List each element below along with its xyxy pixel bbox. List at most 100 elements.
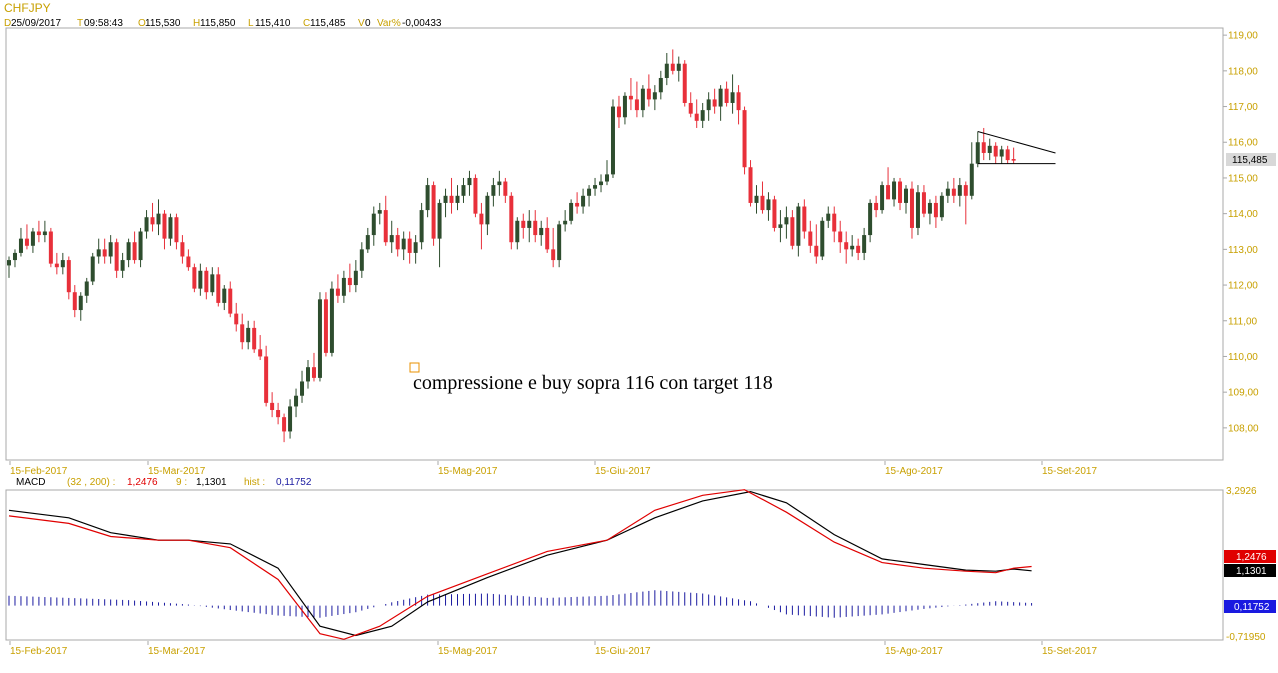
date-axis-bottom: 15-Feb-2017 15-Mar-2017 15-Mag-2017 15-Giu-… <box>9 641 1097 657</box>
candle-body <box>880 185 885 211</box>
candle-body <box>371 213 376 236</box>
candle <box>599 174 604 193</box>
candle-body <box>987 145 992 153</box>
candle-body <box>96 249 101 257</box>
candle-body <box>323 299 328 353</box>
candle-body <box>539 227 544 236</box>
candle-body <box>419 210 424 243</box>
candle-body <box>874 202 879 211</box>
signal-legend-label: 9 : <box>176 477 187 488</box>
candle-body <box>341 277 346 296</box>
candle <box>814 224 819 264</box>
candle-body <box>389 235 394 243</box>
candle <box>180 235 185 264</box>
candle <box>84 277 89 303</box>
candle <box>102 238 107 264</box>
candle-body <box>521 220 526 228</box>
candle <box>730 74 735 114</box>
candle <box>700 102 705 128</box>
candle-body <box>742 110 747 168</box>
candle <box>174 213 179 250</box>
info-key-1: T <box>77 18 83 29</box>
candle <box>927 199 932 225</box>
candle <box>240 313 245 350</box>
candle-body <box>646 88 651 100</box>
candle <box>413 235 418 264</box>
candle <box>844 231 849 264</box>
candle-body <box>467 177 472 186</box>
info-value-1: 09:58:43 <box>84 18 123 29</box>
candle-body <box>276 410 281 418</box>
candle <box>640 85 645 118</box>
candle <box>7 256 11 278</box>
candle <box>712 88 717 114</box>
price-tick-label: 109,00 <box>1228 388 1259 399</box>
date-tick-label: 15-Giu-2017 <box>595 466 651 477</box>
candle-body <box>557 224 562 261</box>
candle <box>1005 145 1010 164</box>
candle <box>778 210 783 243</box>
candle <box>276 402 281 425</box>
candle-body <box>700 110 705 121</box>
signal-legend-value: 1,1301 <box>196 477 227 488</box>
candle-body <box>1011 159 1016 161</box>
price-tick-label: 116,00 <box>1228 138 1258 149</box>
candle <box>323 292 328 357</box>
candle-body <box>264 356 269 403</box>
candle <box>246 320 251 350</box>
candle <box>467 170 472 196</box>
candle <box>772 195 777 232</box>
candle <box>329 281 334 357</box>
candle <box>593 177 598 196</box>
candle <box>909 181 914 239</box>
date-tick-label: 15-Mar-2017 <box>148 466 206 477</box>
candle <box>419 202 424 250</box>
candle <box>210 267 215 296</box>
candle <box>461 177 466 203</box>
candle <box>395 227 400 257</box>
candle-body <box>288 406 293 432</box>
candle <box>616 95 621 128</box>
candle-body <box>909 188 914 228</box>
price-panel <box>5 27 1224 461</box>
candle-body <box>473 177 478 214</box>
candle <box>969 142 974 200</box>
candle <box>987 138 992 161</box>
candle <box>921 185 926 218</box>
candle <box>473 174 478 218</box>
candle-body <box>120 260 125 271</box>
candle-body <box>359 249 364 271</box>
candle <box>162 210 167 250</box>
price-tick-label: 113,00 <box>1228 245 1258 256</box>
candle-body <box>664 63 669 78</box>
price-tick-label: 110,00 <box>1228 352 1258 363</box>
candle-body <box>868 202 873 236</box>
candle <box>676 56 681 82</box>
macd-legend-params: (32 , 200) : <box>67 477 115 488</box>
symbol-title: CHFJPY <box>4 1 51 15</box>
candle-body <box>796 206 801 246</box>
candle-body <box>455 195 460 203</box>
candle <box>945 181 950 203</box>
candle-body <box>551 249 556 261</box>
candle <box>610 99 615 178</box>
date-tick-label: 15-Mag-2017 <box>438 466 498 477</box>
candle-body <box>688 102 693 114</box>
candle-body <box>252 327 257 350</box>
macd-last-tag <box>1224 550 1276 563</box>
candle <box>587 185 592 207</box>
candle-body <box>497 181 502 186</box>
candle <box>347 263 352 293</box>
candle <box>796 202 801 257</box>
candle <box>30 227 35 253</box>
candle <box>658 70 663 100</box>
candle-body <box>862 235 867 253</box>
candle <box>634 81 639 118</box>
candle <box>126 238 131 268</box>
candle <box>72 285 77 318</box>
signal-last-tag <box>1224 564 1276 577</box>
candle <box>389 220 394 253</box>
candle <box>628 77 633 111</box>
candle-body <box>856 245 861 253</box>
info-key-6: V <box>358 18 365 29</box>
